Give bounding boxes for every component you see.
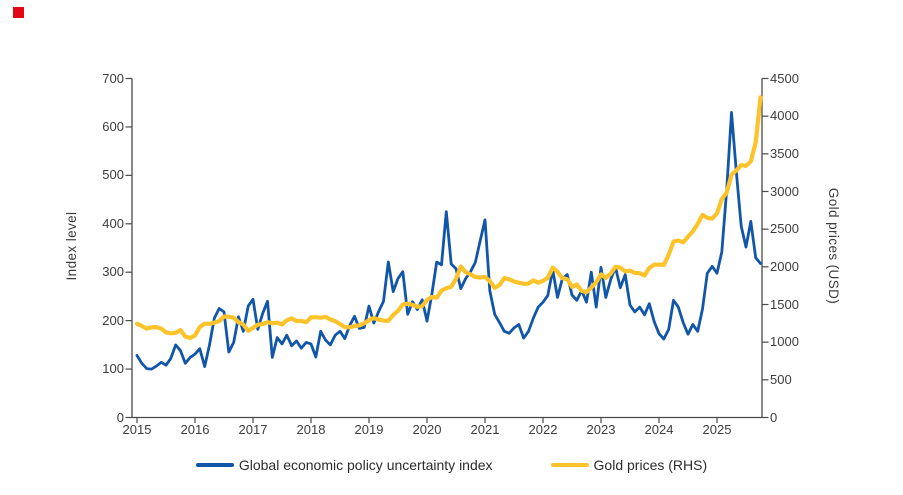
left-axis-tick-label: 500 <box>102 167 124 183</box>
left-axis-tick-label: 400 <box>102 215 124 231</box>
right-axis-tick-label: 3000 <box>770 183 799 199</box>
right-axis-tick-label: 2500 <box>770 221 799 237</box>
legend: Global economic policy uncertainty index… <box>0 457 903 473</box>
gold-price-line <box>134 95 763 341</box>
legend-item-gold: Gold prices (RHS) <box>550 457 708 473</box>
right-axis-tick-label: 0 <box>770 409 778 425</box>
legend-label-gold: Gold prices (RHS) <box>593 457 708 473</box>
x-axis-year-label: 2024 <box>644 422 674 437</box>
epu-line-swatch <box>195 463 234 467</box>
gold-line-swatch <box>550 463 589 467</box>
right-axis-tick-label: 1500 <box>770 296 799 312</box>
x-axis-year-label: 2020 <box>412 422 442 437</box>
right-axis-tick-label: 2000 <box>770 258 799 274</box>
right-axis-tick-label: 4000 <box>770 108 799 124</box>
left-axis-tick-label: 700 <box>102 70 124 86</box>
left-axis-tick-label: 300 <box>102 264 124 280</box>
left-axis-title: Index level <box>64 211 79 281</box>
x-axis-year-label: 2016 <box>180 422 210 437</box>
x-axis-year-label: 2019 <box>354 422 384 437</box>
legend-item-epu: Global economic policy uncertainty index <box>195 457 493 473</box>
x-axis-year-label: 2018 <box>296 422 326 437</box>
right-axis-title: Gold prices (USD) <box>826 187 841 305</box>
x-axis-year-label: 2022 <box>528 422 558 437</box>
x-axis-year-label: 2015 <box>122 422 152 437</box>
x-axis-year-label: 2017 <box>238 422 268 437</box>
right-axis-tick-label: 1000 <box>770 334 799 350</box>
right-axis-tick-label: 500 <box>770 371 792 387</box>
left-axis-tick-label: 100 <box>102 361 124 377</box>
left-axis-tick-label: 600 <box>102 118 124 134</box>
x-axis-year-label: 2021 <box>470 422 500 437</box>
left-axis-tick-label: 0 <box>116 409 124 425</box>
right-axis-tick-label: 3500 <box>770 145 799 161</box>
epu-index-line <box>135 111 762 371</box>
x-axis-year-label: 2023 <box>586 422 616 437</box>
legend-label-epu: Global economic policy uncertainty index <box>238 457 493 473</box>
left-axis-tick-label: 200 <box>102 312 124 328</box>
brand-red-square <box>13 7 24 18</box>
x-axis-year-label: 2025 <box>702 422 732 437</box>
right-axis-tick-label: 4500 <box>770 70 799 86</box>
